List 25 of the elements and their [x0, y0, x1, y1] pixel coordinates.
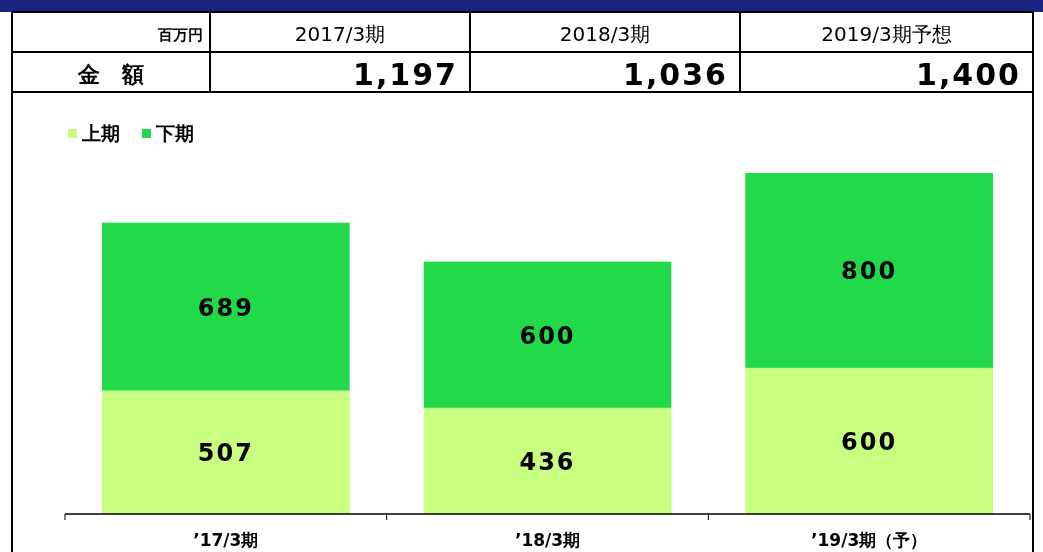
- text: 1,197: [353, 57, 458, 92]
- bar: [423, 407, 672, 514]
- data-label: 600: [841, 427, 898, 456]
- data-label: 800: [841, 257, 898, 286]
- bar: [745, 367, 994, 514]
- bar: [101, 222, 350, 391]
- legend-label: 上期: [81, 122, 120, 144]
- bar: [423, 261, 672, 408]
- data-label: 507: [197, 439, 254, 468]
- text: 2018/3期: [559, 22, 651, 46]
- text: 1,036: [623, 57, 728, 92]
- data-label: 600: [519, 321, 576, 350]
- bar: [745, 173, 994, 368]
- x-tick-label: ’19/3期（予）: [811, 530, 928, 550]
- x-tick-label: ’18/3期: [514, 530, 581, 550]
- text: 2019/3期予想: [821, 22, 952, 46]
- bar: [101, 390, 350, 514]
- legend-label: 下期: [155, 122, 194, 144]
- data-label: 689: [197, 293, 254, 322]
- text: 百万円: [157, 26, 203, 44]
- text: 金 額: [77, 62, 144, 87]
- text: 2017/3期: [294, 22, 386, 46]
- x-tick-label: ’17/3期: [193, 530, 259, 550]
- data-label: 436: [519, 447, 576, 476]
- text: 1,400: [916, 57, 1021, 92]
